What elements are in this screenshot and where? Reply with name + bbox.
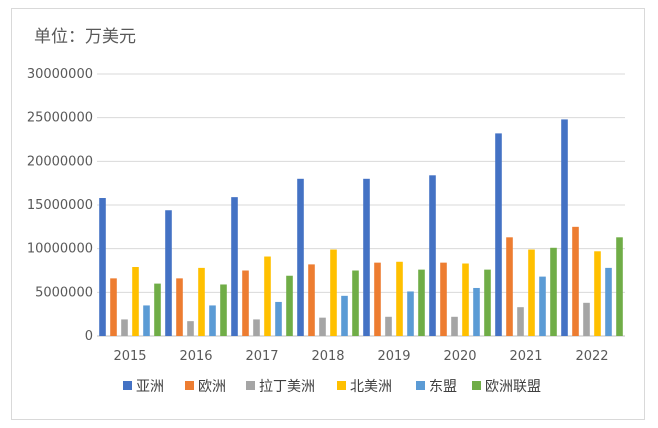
legend-label: 拉丁美洲	[259, 379, 315, 395]
bar-2017-series-1	[242, 270, 249, 336]
legend-label: 东盟	[429, 379, 457, 395]
bar-2021-series-1	[506, 237, 513, 336]
bar-2015-series-1	[110, 278, 117, 336]
bar-2016-series-4	[209, 305, 216, 336]
y-tick-label: 25000000	[27, 111, 93, 126]
bar-2020-series-3	[462, 263, 469, 336]
y-tick-label: 10000000	[27, 242, 93, 257]
x-tick-label: 2018	[311, 349, 344, 364]
bar-2019-series-5	[418, 269, 425, 336]
bar-2022-series-3	[594, 251, 601, 336]
bar-2020-series-5	[484, 269, 491, 336]
gridlines	[97, 73, 625, 337]
x-tick-label: 2020	[443, 349, 476, 364]
bars	[99, 119, 623, 336]
y-tick-label: 30000000	[27, 67, 93, 82]
bar-2018-series-1	[308, 264, 315, 336]
legend: 亚洲 欧洲 拉丁美洲 北美洲 东盟 欧洲联盟	[123, 379, 541, 395]
x-tick-label: 2017	[245, 349, 278, 364]
bar-2022-series-5	[616, 237, 623, 336]
chart-frame: 单位：万美元 0 5000000 10000000 15000000 20000000 2…	[11, 8, 645, 420]
x-tick-label: 2021	[509, 349, 542, 364]
y-tick-label: 0	[85, 329, 93, 344]
bar-2022-series-2	[583, 302, 590, 336]
legend-label: 亚洲	[136, 379, 164, 395]
bar-2016-series-3	[198, 267, 205, 336]
bar-2022-series-0	[561, 119, 568, 336]
x-axis-ticks: 2015 2016 2017 2018 2019 2020 2021 2022	[113, 349, 608, 364]
bar-2021-series-2	[517, 307, 524, 336]
bar-2020-series-1	[440, 262, 447, 336]
y-tick-label: 5000000	[35, 285, 93, 300]
bar-2015-series-4	[143, 305, 150, 336]
bar-2015-series-3	[132, 267, 139, 336]
bar-2016-series-1	[176, 278, 183, 336]
bar-2017-series-0	[231, 197, 238, 336]
bar-2015-series-2	[121, 319, 128, 336]
y-tick-label: 15000000	[27, 198, 93, 213]
legend-swatch	[472, 381, 481, 390]
bar-2015-series-5	[154, 283, 161, 336]
y-tick-label: 20000000	[27, 154, 93, 169]
bar-2019-series-1	[374, 262, 381, 336]
bar-2018-series-0	[297, 178, 304, 336]
bar-2021-series-5	[550, 247, 557, 336]
bar-2019-series-0	[363, 178, 370, 336]
legend-label: 欧洲	[198, 379, 226, 395]
bar-2018-series-2	[319, 317, 326, 336]
legend-swatch	[337, 381, 346, 390]
bar-2018-series-5	[352, 270, 359, 336]
bar-2015-series-0	[99, 198, 106, 336]
bar-2020-series-2	[451, 316, 458, 336]
bar-2020-series-4	[473, 287, 480, 336]
bar-2019-series-4	[407, 291, 414, 336]
bar-2019-series-2	[385, 316, 392, 336]
x-tick-label: 2022	[575, 349, 608, 364]
bar-2016-series-0	[165, 210, 172, 336]
grouped-bar-chart: 单位：万美元 0 5000000 10000000 15000000 20000000 2…	[27, 27, 625, 395]
legend-swatch	[246, 381, 255, 390]
bar-2022-series-4	[605, 267, 612, 336]
x-tick-label: 2015	[113, 349, 146, 364]
bar-2021-series-0	[495, 133, 502, 336]
x-tick-label: 2016	[179, 349, 212, 364]
bar-2017-series-2	[253, 319, 260, 336]
x-tick-label: 2019	[377, 349, 410, 364]
legend-swatch	[416, 381, 425, 390]
bar-2021-series-3	[528, 249, 535, 336]
bar-2018-series-3	[330, 249, 337, 336]
bar-2017-series-3	[264, 256, 271, 336]
bar-2018-series-4	[341, 295, 348, 336]
bar-2017-series-4	[275, 301, 282, 336]
bar-2017-series-5	[286, 275, 293, 336]
legend-label: 北美洲	[350, 379, 392, 395]
bar-2016-series-5	[220, 284, 227, 336]
bar-2022-series-1	[572, 226, 579, 336]
legend-label: 欧洲联盟	[485, 379, 541, 395]
bar-2020-series-0	[429, 175, 436, 336]
bar-2019-series-3	[396, 261, 403, 336]
bar-2016-series-2	[187, 321, 194, 336]
bar-2021-series-4	[539, 276, 546, 336]
unit-label: 单位：万美元	[34, 27, 136, 47]
legend-swatch	[123, 381, 132, 390]
legend-swatch	[185, 381, 194, 390]
y-axis-ticks: 0 5000000 10000000 15000000 20000000 25000000…	[27, 67, 93, 344]
